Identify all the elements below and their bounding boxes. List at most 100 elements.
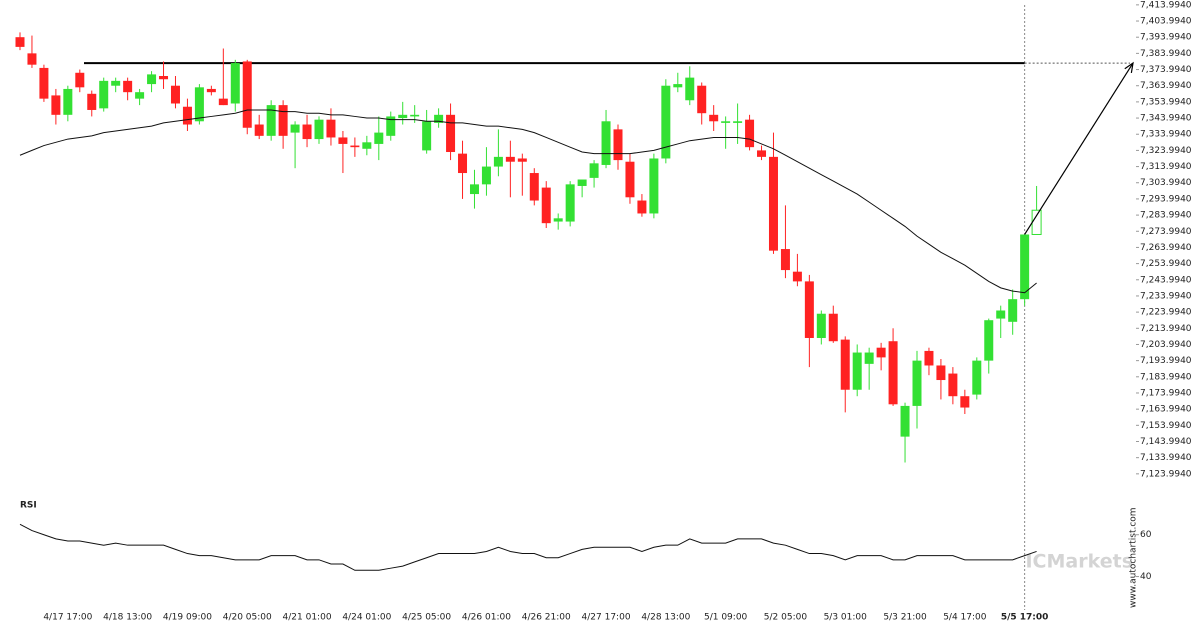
- candle-body: [458, 153, 468, 174]
- candle-body: [278, 105, 288, 136]
- candle-body: [170, 85, 180, 104]
- candle-body: [840, 339, 850, 390]
- y-tick-label: 7,253.9940: [1140, 259, 1192, 269]
- candle-body: [194, 87, 204, 122]
- candle-body: [709, 114, 719, 122]
- candle-body: [362, 142, 372, 149]
- candle-body: [721, 121, 731, 123]
- x-tick-label: 4/20 05:00: [223, 613, 272, 623]
- y-tick-label: 7,363.9940: [1140, 81, 1192, 91]
- candle-body: [230, 63, 240, 104]
- x-tick-label: 4/27 17:00: [582, 613, 631, 623]
- y-tick-label: 7,233.9940: [1140, 291, 1192, 301]
- candle-body: [302, 124, 312, 140]
- candle-body: [1031, 209, 1042, 235]
- candle-body: [697, 85, 707, 114]
- y-tick-label: 7,323.9940: [1140, 146, 1192, 156]
- candle-body: [912, 360, 922, 406]
- y-tick-label: 7,263.9940: [1140, 243, 1192, 253]
- y-tick-label: 7,383.9940: [1140, 49, 1192, 59]
- candle-body: [745, 119, 755, 148]
- candle-body: [290, 124, 300, 133]
- y-tick-label: 7,403.9940: [1140, 17, 1192, 27]
- candle-body: [984, 320, 994, 361]
- candle-body: [75, 72, 85, 88]
- candle-body: [398, 114, 408, 119]
- candle-body: [493, 156, 503, 167]
- candle-body: [266, 105, 276, 136]
- candle-body: [924, 350, 934, 366]
- y-tick-label: 7,163.9940: [1140, 405, 1192, 415]
- candle-body: [565, 184, 575, 222]
- candle-body: [733, 121, 743, 123]
- candle-body: [972, 360, 982, 395]
- candle-body: [135, 92, 145, 99]
- x-tick-label: 4/28 13:00: [641, 613, 690, 623]
- candle-body: [553, 218, 563, 222]
- candle-body: [39, 67, 49, 99]
- source: www.autochartist.com: [1129, 507, 1139, 608]
- candle-body: [804, 281, 814, 338]
- candle-body: [242, 61, 252, 128]
- candle-body: [780, 249, 790, 271]
- candle-body: [434, 114, 444, 123]
- candle-body: [685, 77, 695, 101]
- candle-body: [15, 37, 25, 47]
- y-tick-label: 7,213.9940: [1140, 324, 1192, 334]
- candle-body: [254, 124, 264, 136]
- candle-body: [792, 271, 802, 282]
- candle-body: [625, 161, 635, 198]
- candle-body: [338, 137, 348, 144]
- x-tick-label: 5/5 17:00: [1001, 613, 1049, 623]
- y-tick-label: 7,273.9940: [1140, 227, 1192, 237]
- candle-body: [852, 352, 862, 390]
- y-tick-label: 7,193.9940: [1140, 356, 1192, 366]
- y-tick-label: 7,353.9940: [1140, 97, 1192, 107]
- x-tick-label: 4/25 05:00: [402, 613, 451, 623]
- y-tick-label: 7,183.9940: [1140, 372, 1192, 382]
- rsi-label: RSI: [20, 501, 37, 511]
- projection-arrow: [1024, 62, 1134, 235]
- candle-body: [828, 313, 838, 342]
- candle-body: [948, 373, 958, 397]
- candle-body: [876, 347, 886, 358]
- arrow-head: [1124, 61, 1134, 74]
- candle-body: [147, 74, 157, 85]
- candle-body: [182, 106, 192, 125]
- candle-body: [123, 80, 133, 93]
- x-tick-label: 4/26 01:00: [462, 613, 511, 623]
- candle-body: [446, 114, 456, 153]
- y-tick-label: 7,303.9940: [1140, 178, 1192, 188]
- candle-body: [505, 156, 515, 162]
- candle-body: [469, 184, 479, 195]
- candle-body: [996, 310, 1006, 319]
- y-tick-label: 7,153.9940: [1140, 421, 1192, 431]
- candle-body: [601, 121, 611, 165]
- y-tick-label: 7,203.9940: [1140, 340, 1192, 350]
- x-tick-label: 5/3 21:00: [883, 613, 927, 623]
- y-tick-label: 7,313.9940: [1140, 162, 1192, 172]
- x-tick-label: 4/17 17:00: [43, 613, 92, 623]
- y-tick-label: 7,413.9940: [1140, 0, 1192, 10]
- candle-body: [63, 88, 73, 115]
- y-tick-label: 7,343.9940: [1140, 114, 1192, 124]
- y-tick-label: 7,223.9940: [1140, 308, 1192, 318]
- x-tick-label: 4/18 13:00: [103, 613, 152, 623]
- moving-average: [19, 109, 1037, 294]
- candle-body: [816, 313, 826, 338]
- x-tick-label: 5/4 17:00: [943, 613, 987, 623]
- candle-body: [1020, 234, 1030, 300]
- y-tick-label: 7,133.9940: [1140, 453, 1192, 463]
- y-tick-label: 7,393.9940: [1140, 33, 1192, 43]
- candle-body: [410, 114, 420, 117]
- rsi-tick-label: 40: [1140, 572, 1152, 582]
- candle-body: [900, 405, 910, 437]
- candle-body: [768, 156, 778, 251]
- y-tick-label: 7,173.9940: [1140, 388, 1192, 398]
- candle-body: [111, 80, 121, 86]
- x-tick-label: 4/24 01:00: [342, 613, 391, 623]
- candle-body: [206, 88, 216, 93]
- x-tick-label: 4/26 21:00: [522, 613, 571, 623]
- candle-body: [326, 119, 336, 138]
